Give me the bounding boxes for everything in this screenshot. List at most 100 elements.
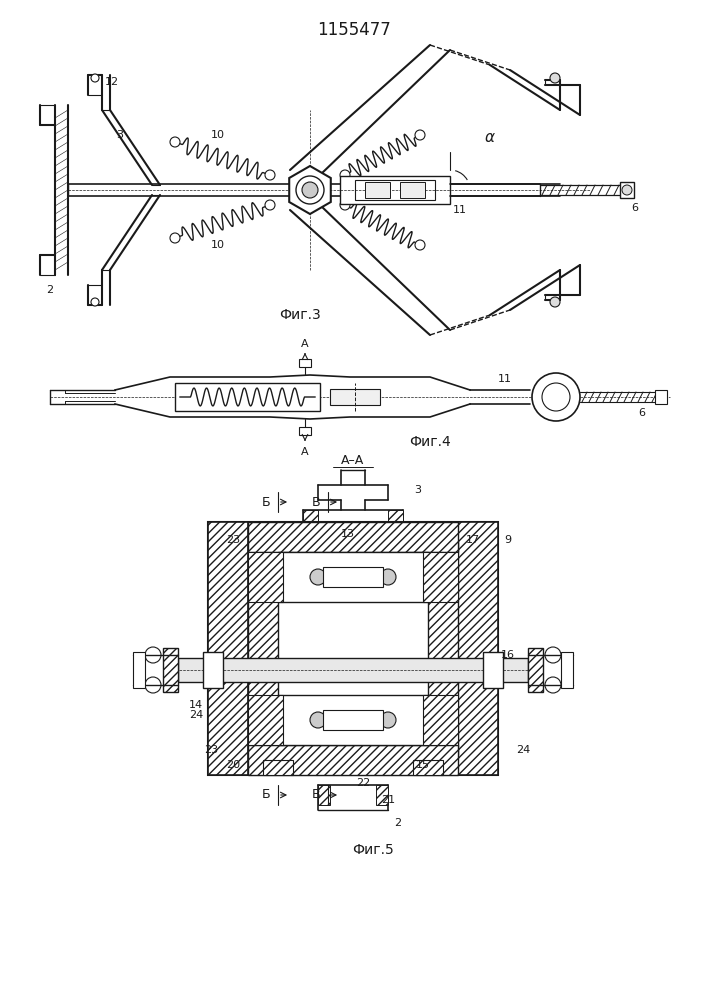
Bar — [248, 745, 458, 775]
Text: Фиг.5: Фиг.5 — [352, 843, 394, 857]
Bar — [318, 785, 330, 805]
Text: 22: 22 — [356, 778, 370, 788]
Circle shape — [265, 170, 275, 180]
Text: 2: 2 — [47, 285, 54, 295]
Bar — [400, 182, 425, 198]
Text: 9: 9 — [504, 535, 512, 545]
Bar — [278, 552, 428, 602]
Bar — [299, 359, 311, 367]
Text: 1155477: 1155477 — [317, 21, 391, 39]
Bar — [413, 760, 443, 775]
Bar — [423, 695, 458, 745]
Bar — [561, 652, 573, 688]
Bar — [620, 182, 634, 198]
Text: 11: 11 — [498, 374, 512, 384]
Circle shape — [302, 182, 318, 198]
Circle shape — [380, 712, 396, 728]
Text: 12: 12 — [105, 77, 119, 87]
Bar — [248, 695, 283, 745]
Circle shape — [542, 383, 570, 411]
Circle shape — [340, 170, 350, 180]
Text: В: В — [312, 788, 320, 802]
Text: 10: 10 — [211, 240, 225, 250]
Bar — [263, 552, 293, 567]
Bar — [458, 522, 498, 775]
Bar — [208, 522, 498, 775]
Bar — [388, 510, 403, 522]
Circle shape — [532, 373, 580, 421]
Text: 2: 2 — [395, 818, 402, 828]
Circle shape — [550, 73, 560, 83]
Circle shape — [170, 233, 180, 243]
Text: Б: Б — [262, 495, 270, 508]
Text: 21: 21 — [381, 795, 395, 805]
Text: 20: 20 — [226, 760, 240, 770]
Bar — [355, 180, 435, 200]
Bar — [248, 522, 458, 552]
Bar — [376, 785, 388, 805]
Text: 23: 23 — [226, 535, 240, 545]
Circle shape — [415, 240, 425, 250]
Circle shape — [145, 647, 161, 663]
Text: В: В — [312, 495, 320, 508]
Circle shape — [622, 185, 632, 195]
Bar — [163, 648, 178, 692]
Circle shape — [545, 647, 561, 663]
Bar — [483, 652, 503, 688]
Bar — [299, 427, 311, 435]
Text: 6: 6 — [638, 408, 645, 418]
Text: 23: 23 — [204, 745, 218, 755]
Bar — [528, 648, 543, 692]
Bar — [278, 695, 428, 745]
Text: 14: 14 — [189, 700, 203, 710]
Bar — [248, 552, 283, 602]
Text: 16: 16 — [501, 650, 515, 660]
Text: 24: 24 — [516, 745, 530, 755]
Bar — [323, 567, 383, 587]
Text: А–А: А–А — [341, 454, 365, 466]
Bar — [340, 176, 450, 204]
Circle shape — [91, 74, 99, 82]
Bar — [330, 389, 380, 405]
Circle shape — [380, 569, 396, 585]
Circle shape — [340, 200, 350, 210]
Bar — [365, 182, 390, 198]
Circle shape — [310, 712, 326, 728]
Text: 3: 3 — [117, 130, 124, 140]
Bar — [203, 652, 223, 688]
Circle shape — [545, 677, 561, 693]
Text: 11: 11 — [453, 205, 467, 215]
Bar — [303, 510, 318, 522]
Bar — [263, 760, 293, 775]
Circle shape — [550, 297, 560, 307]
Bar — [178, 658, 528, 682]
Circle shape — [415, 130, 425, 140]
Bar — [323, 710, 383, 730]
Text: 15: 15 — [416, 760, 430, 770]
Bar — [133, 652, 145, 688]
Bar — [413, 552, 443, 567]
Text: A: A — [301, 447, 309, 457]
Text: $\alpha$: $\alpha$ — [484, 130, 496, 145]
Bar — [208, 522, 248, 775]
Text: 24: 24 — [189, 710, 203, 720]
Circle shape — [91, 298, 99, 306]
Bar — [423, 552, 458, 602]
Text: 10: 10 — [211, 130, 225, 140]
Text: 6: 6 — [631, 203, 638, 213]
Text: Фиг.3: Фиг.3 — [279, 308, 321, 322]
Circle shape — [310, 569, 326, 585]
Text: Фиг.4: Фиг.4 — [409, 435, 451, 449]
Circle shape — [170, 137, 180, 147]
Bar — [175, 383, 320, 411]
Text: 17: 17 — [466, 535, 480, 545]
Bar — [428, 542, 458, 755]
Polygon shape — [289, 166, 331, 214]
Bar — [655, 390, 667, 404]
Text: 13: 13 — [341, 529, 355, 539]
Circle shape — [296, 176, 324, 204]
Text: A: A — [301, 339, 309, 349]
Text: 3: 3 — [414, 485, 421, 495]
Circle shape — [145, 677, 161, 693]
Text: Б: Б — [262, 788, 270, 802]
